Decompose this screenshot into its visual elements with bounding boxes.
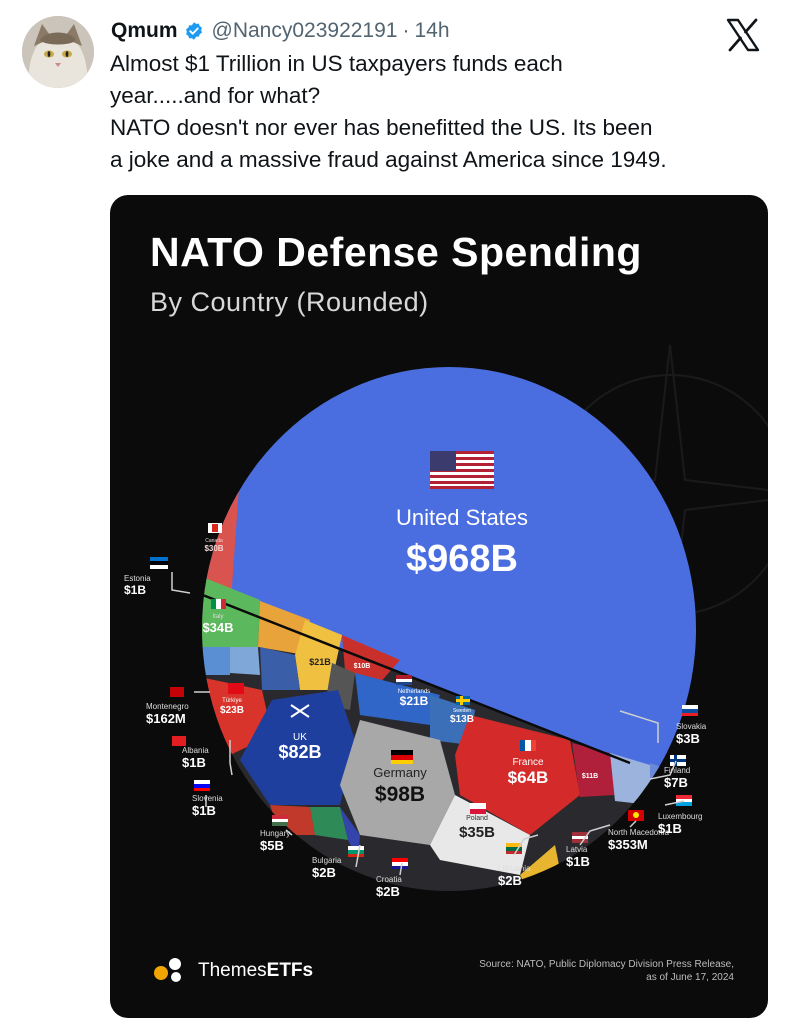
post-time[interactable]: 14h xyxy=(414,19,450,42)
value-label-slovenia: $1B xyxy=(192,803,216,818)
value-label-poland: $35B xyxy=(459,824,495,841)
country-label-slovenia: Slovenia xyxy=(192,794,223,803)
value-label-hungary: $5B xyxy=(260,838,284,853)
value-label-uk: $82B xyxy=(278,742,321,762)
country-label-bulgaria: Bulgaria xyxy=(312,856,342,865)
value-label-t-rkiye: $23B xyxy=(220,705,244,716)
country-label-poland: Poland xyxy=(466,815,488,822)
slice-netherlands xyxy=(355,673,440,725)
value-label-montenegro: $162M xyxy=(146,711,186,726)
tweet-line: Almost $1 Trillion in US taxpayers funds… xyxy=(110,51,563,76)
country-label-italy: Italy xyxy=(212,614,223,620)
value-label-france: $64B xyxy=(508,768,549,787)
country-label-montenegro: Montenegro xyxy=(146,702,189,711)
tweet-line: NATO doesn't nor ever has benefitted the… xyxy=(110,115,653,140)
country-label-germany: Germany xyxy=(373,765,427,780)
slice-spain xyxy=(295,620,342,690)
country-label-netherlands: Netherlands xyxy=(398,689,430,695)
value-label-slovakia: $3B xyxy=(676,731,700,746)
value-label-bulgaria: $2B xyxy=(312,865,336,880)
slice-czechia xyxy=(202,647,230,675)
tweet-header: Qmum @Nancy023922191 · 14h xyxy=(111,14,450,48)
brand-name-suffix: ETFs xyxy=(266,960,314,981)
value-label-germany: $98B xyxy=(375,783,425,806)
value-label-canada: $30B xyxy=(204,544,223,553)
slice-poland xyxy=(430,795,530,875)
country-label-finland: Finland xyxy=(664,766,690,775)
value-label-norway: $11B xyxy=(582,773,598,780)
avatar[interactable] xyxy=(22,16,94,88)
country-label-sweden: Sweden xyxy=(453,708,471,714)
value-label-finland: $7B xyxy=(664,775,688,790)
brand-logo: ThemesETFs xyxy=(154,958,313,984)
country-label-latvia: Latvia xyxy=(566,845,588,854)
small-flags xyxy=(150,523,698,869)
slice-united-states xyxy=(202,367,696,891)
us-flag-icon xyxy=(430,451,494,489)
tweet-line: a joke and a massive fraud against Ameri… xyxy=(110,147,667,172)
value-label-united-states: $968B xyxy=(406,538,518,580)
chart-title: NATO Defense Spending xyxy=(150,229,642,275)
slice-finland xyxy=(610,753,650,805)
chart-subtitle: By Country (Rounded) xyxy=(150,287,429,317)
country-label-lithuania: Lithuania xyxy=(498,864,531,873)
slice-france xyxy=(455,715,580,835)
value-label-denmark: $10B xyxy=(354,663,371,670)
tweet-line: year.....and for what? xyxy=(110,83,321,108)
value-label-sweden: $13B xyxy=(450,714,474,725)
country-label-croatia: Croatia xyxy=(376,875,402,884)
source-line: Source: NATO, Public Diplomacy Division … xyxy=(479,959,734,970)
value-label-luxembourg: $1B xyxy=(658,821,682,836)
spending-chart: United States $968B Germany $98B UK$82B Franc… xyxy=(124,344,768,899)
infographic-image[interactable]: United States $968B Germany $98B UK $82B Franc… xyxy=(110,195,768,1018)
cat-avatar-image xyxy=(22,16,94,88)
tweet-text: Almost $1 Trillion in US taxpayers funds… xyxy=(110,48,780,176)
value-label-italy: $34B xyxy=(202,620,233,635)
country-label-luxembourg: Luxembourg xyxy=(658,812,702,821)
value-label-croatia: $2B xyxy=(376,884,400,899)
country-label-uk: UK xyxy=(293,732,307,743)
slice-romania xyxy=(260,647,300,690)
slice-greece xyxy=(230,647,260,675)
x-logo-icon[interactable] xyxy=(722,14,764,56)
source-line: as of June 17, 2024 xyxy=(646,972,734,983)
value-label-albania: $1B xyxy=(182,755,206,770)
leader-lines xyxy=(171,572,685,876)
brand-name: ThemesETFs xyxy=(198,960,313,982)
country-label-slovakia: Slovakia xyxy=(676,722,707,731)
country-label-t-rkiye: Türkiye xyxy=(222,698,242,704)
country-label-hungary: Hungary xyxy=(260,829,290,838)
country-label-albania: Albania xyxy=(182,746,209,755)
author-name[interactable]: Qmum xyxy=(111,19,178,42)
value-label-netherlands: $21B xyxy=(400,694,429,708)
country-label-united-states: United States xyxy=(396,505,528,530)
author-handle[interactable]: @Nancy023922191 xyxy=(211,19,398,42)
source-note: Source: NATO, Public Diplomacy Division … xyxy=(414,958,734,984)
slice-norway xyxy=(572,743,615,797)
value-label-north-macedonia: $353M xyxy=(608,837,648,852)
meta-separator: · xyxy=(402,19,410,42)
value-label-spain: $21B xyxy=(309,657,331,667)
country-label-north-macedonia: North Macedonia xyxy=(608,828,669,837)
slice-germany xyxy=(340,720,455,845)
country-label-estonia: Estonia xyxy=(124,574,151,583)
themes-logo-icon xyxy=(154,958,188,984)
value-label-estonia: $1B xyxy=(124,583,146,597)
slice-uk xyxy=(240,690,355,805)
value-label-latvia: $1B xyxy=(566,854,590,869)
verified-badge-icon xyxy=(185,22,202,40)
brand-name-prefix: Themes xyxy=(198,960,267,981)
country-label-canada: Canada xyxy=(205,538,223,544)
value-label-lithuania: $2B xyxy=(498,873,522,888)
slice-bulgaria xyxy=(310,807,348,840)
country-label-france: France xyxy=(512,757,544,768)
